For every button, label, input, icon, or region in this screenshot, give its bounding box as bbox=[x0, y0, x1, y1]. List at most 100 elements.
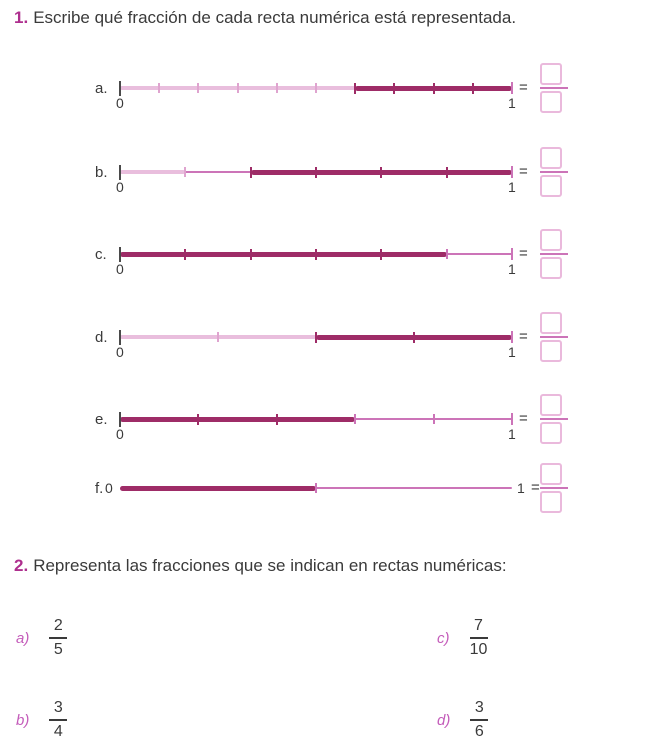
answer-fraction bbox=[540, 394, 568, 444]
answer-denominator-box[interactable] bbox=[540, 175, 562, 197]
tick-mark bbox=[432, 414, 435, 424]
equals-sign: = bbox=[519, 410, 528, 427]
tick-mark bbox=[380, 166, 383, 178]
equals-sign: = bbox=[519, 245, 528, 262]
item-letter: d) bbox=[437, 711, 451, 729]
equals-sign: = bbox=[519, 328, 528, 345]
fraction-denominator: 5 bbox=[53, 641, 63, 658]
answer-numerator-box[interactable] bbox=[540, 312, 562, 334]
line-letter: a. bbox=[95, 80, 108, 97]
answer-fraction-bar bbox=[540, 253, 568, 255]
zero-label: 0 bbox=[116, 179, 124, 195]
unfilled-segment bbox=[446, 253, 512, 255]
equals-sign: = bbox=[519, 163, 528, 180]
tick-mark bbox=[158, 83, 161, 93]
one-label: 1 bbox=[508, 179, 516, 195]
answer-fraction-bar bbox=[540, 336, 568, 338]
fraction-denominator: 6 bbox=[474, 723, 484, 740]
answer-numerator-box[interactable] bbox=[540, 394, 562, 416]
end-tick bbox=[511, 166, 513, 178]
answer-fraction bbox=[540, 463, 568, 513]
zero-label: 0 bbox=[116, 95, 124, 111]
fraction-denominator: 4 bbox=[53, 723, 63, 740]
number-line-row-c: c. 0 1 = bbox=[0, 229, 668, 304]
answer-denominator-box[interactable] bbox=[540, 491, 562, 513]
answer-denominator-box[interactable] bbox=[540, 340, 562, 362]
section1-title: 1. Escribe qué fracción de cada recta num… bbox=[14, 8, 516, 28]
unfilled-segment bbox=[316, 487, 512, 489]
section1-text: Escribe qué fracción de cada recta numér… bbox=[33, 8, 517, 27]
tick-mark bbox=[249, 248, 252, 260]
section2-text: Representa las fracciones que se indican… bbox=[33, 556, 507, 575]
tick-mark bbox=[393, 82, 396, 94]
zero-label: 0 bbox=[116, 344, 124, 360]
answer-fraction-bar bbox=[540, 418, 568, 420]
answer-denominator-box[interactable] bbox=[540, 422, 562, 444]
answer-fraction bbox=[540, 312, 568, 362]
answer-fraction-bar bbox=[540, 87, 568, 89]
number-line-row-e: e. 0 1 = bbox=[0, 394, 668, 469]
end-tick bbox=[511, 413, 513, 425]
light-segment bbox=[120, 170, 186, 174]
end-tick bbox=[511, 331, 513, 343]
answer-denominator-box[interactable] bbox=[540, 257, 562, 279]
tick-mark bbox=[380, 248, 383, 260]
fraction-value: 7 10 bbox=[468, 617, 490, 659]
tick-mark bbox=[445, 166, 448, 178]
one-label: 1 bbox=[508, 344, 516, 360]
fraction-denominator: 10 bbox=[469, 641, 488, 658]
one-label: 1 bbox=[508, 426, 516, 442]
tick-mark bbox=[445, 249, 448, 259]
tick-mark bbox=[184, 167, 187, 177]
tick-mark bbox=[217, 332, 219, 342]
fraction-item-c: c) 7 10 bbox=[437, 612, 490, 664]
number-line-row-a: a. 0 1 = bbox=[0, 63, 668, 138]
start-tick bbox=[119, 164, 121, 180]
start-tick bbox=[119, 329, 121, 345]
one-label: 1 bbox=[508, 95, 516, 111]
answer-numerator-box[interactable] bbox=[540, 63, 562, 85]
answer-numerator-box[interactable] bbox=[540, 463, 562, 485]
item-letter: b) bbox=[16, 711, 30, 729]
tick-mark bbox=[275, 413, 278, 425]
tick-mark bbox=[315, 83, 317, 93]
filled-segment bbox=[120, 416, 356, 422]
tick-mark bbox=[197, 413, 200, 425]
fraction-bar bbox=[49, 637, 68, 639]
tick-mark bbox=[315, 331, 317, 343]
fraction-numerator: 2 bbox=[53, 617, 63, 634]
equals-sign: = bbox=[519, 79, 528, 96]
answer-numerator-box[interactable] bbox=[540, 147, 562, 169]
answer-fraction bbox=[540, 147, 568, 197]
tick-mark bbox=[249, 166, 252, 178]
start-tick bbox=[119, 80, 121, 96]
number-line-row-d: d. 0 1 = bbox=[0, 312, 668, 387]
line-letter: c. bbox=[95, 246, 107, 263]
answer-fraction-bar bbox=[540, 171, 568, 173]
fraction-bar bbox=[49, 719, 68, 721]
filled-segment bbox=[120, 251, 447, 257]
item-letter: c) bbox=[437, 629, 450, 647]
answer-fraction bbox=[540, 63, 568, 113]
answer-numerator-box[interactable] bbox=[540, 229, 562, 251]
section1-number: 1. bbox=[14, 8, 29, 27]
line-letter: e. bbox=[95, 411, 108, 428]
answer-fraction bbox=[540, 229, 568, 279]
end-tick bbox=[511, 82, 513, 94]
answer-denominator-box[interactable] bbox=[540, 91, 562, 113]
line-letter: f. bbox=[95, 480, 104, 497]
tick-mark bbox=[315, 248, 317, 260]
tick-mark bbox=[413, 331, 415, 343]
tick-mark bbox=[197, 83, 200, 93]
tick-mark bbox=[354, 414, 357, 424]
fraction-item-d: d) 3 6 bbox=[437, 694, 490, 746]
one-label: 1 bbox=[517, 480, 525, 496]
fraction-item-a: a) 2 5 bbox=[16, 612, 69, 664]
fraction-numerator: 3 bbox=[474, 699, 484, 716]
unfilled-segment bbox=[185, 171, 251, 173]
tick-mark bbox=[184, 248, 187, 260]
tick-mark bbox=[471, 82, 474, 94]
section2-title: 2. Representa las fracciones que se indic… bbox=[14, 556, 507, 576]
fraction-item-b: b) 3 4 bbox=[16, 694, 69, 746]
